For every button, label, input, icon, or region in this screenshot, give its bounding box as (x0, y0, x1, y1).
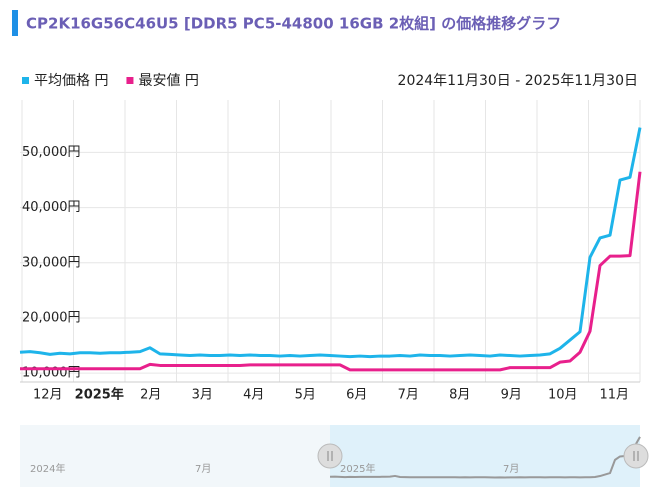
date-range: 2024年11月30日 - 2025年11月30日 (398, 73, 638, 89)
navigator-line (329, 436, 641, 479)
x-tick-label: 9月 (501, 388, 522, 403)
x-tick-label: 5月 (295, 388, 316, 403)
x-tick-label: 2月 (140, 388, 161, 403)
x-tick-label: 4月 (243, 388, 264, 403)
x-tick-label: 7月 (398, 388, 419, 403)
x-tick-label: 2025年 (75, 387, 124, 403)
x-tick-label: 8月 (449, 388, 470, 403)
x-tick-label: 11月 (599, 388, 629, 403)
x-tick-label: 6月 (346, 388, 367, 403)
navigator-label: 2024年 (30, 462, 65, 475)
y-tick-label: 20,000円 (22, 310, 81, 325)
navigator-handle[interactable] (317, 443, 343, 469)
y-tick-label: 40,000円 (22, 200, 81, 215)
series-line (19, 127, 642, 359)
series-line (20, 171, 642, 372)
navigator-handle[interactable] (623, 443, 649, 469)
x-tick-label: 10月 (548, 388, 578, 403)
navigator-label: 2025年 (340, 462, 375, 475)
legend-swatch (126, 77, 134, 84)
x-tick-label: 12月 (33, 388, 63, 403)
x-tick-label: 3月 (192, 388, 213, 403)
legend-label[interactable]: 最安値 円 (138, 73, 198, 89)
legend-swatch (22, 77, 29, 84)
y-tick-label: 50,000円 (22, 145, 81, 160)
navigator-label: 7月 (195, 463, 211, 475)
legend-label[interactable]: 平均価格 円 (34, 73, 108, 89)
y-tick-label: 30,000円 (22, 255, 81, 270)
chart-title: CP2K16G56C46U5 [DDR5 PC5-44800 16GB 2枚組]… (26, 15, 561, 33)
navigator-label: 7月 (503, 463, 519, 475)
title-accent (12, 10, 18, 36)
